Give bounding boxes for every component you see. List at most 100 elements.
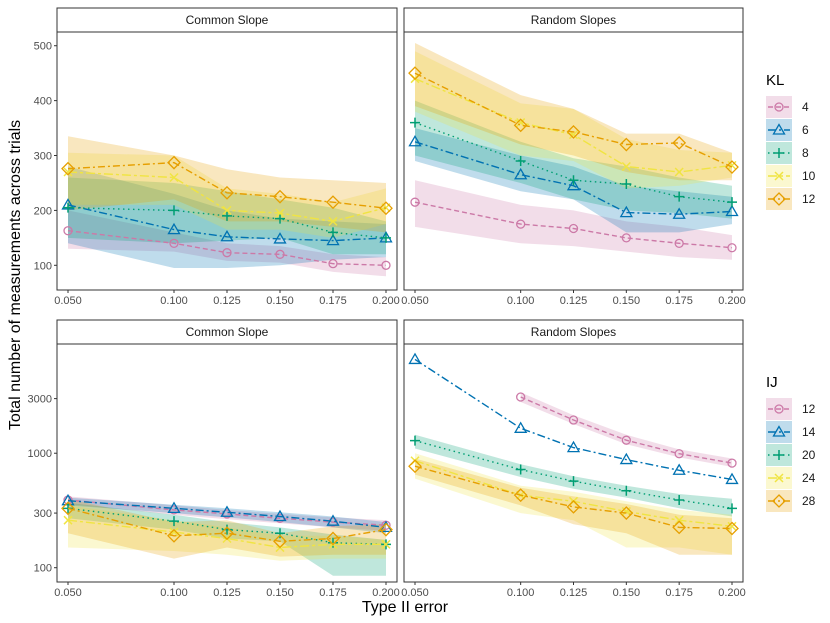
point-4 — [222, 248, 232, 258]
point-28 — [566, 499, 581, 514]
point-6 — [408, 134, 422, 147]
ribbon-10 — [415, 51, 732, 189]
point-4 — [275, 249, 285, 259]
legend-marker — [772, 192, 786, 206]
series-line-10 — [414, 78, 733, 173]
point-6 — [725, 204, 739, 217]
ribbon-12 — [68, 496, 386, 531]
series-line-28 — [414, 465, 733, 530]
x-tick-label: 0.100 — [160, 295, 188, 307]
facet-strip — [403, 7, 744, 33]
point-28 — [672, 520, 687, 535]
point-8 — [674, 191, 685, 202]
y-axis-title: Total number of measurements across tria… — [7, 120, 24, 430]
point-14 — [619, 452, 633, 465]
ribbon-12 — [520, 392, 732, 467]
ribbon-8 — [415, 100, 732, 219]
point-12 — [725, 160, 739, 174]
panel-3: Common Slope 0.050 0.100 0.125 0.150 0.175 0.2… — [28, 319, 400, 599]
point-10 — [63, 167, 73, 177]
point-4 — [568, 223, 579, 234]
x-tick-label: 0.050 — [54, 295, 82, 307]
series-line-4 — [67, 230, 387, 266]
point-8 — [515, 156, 526, 166]
y-tick-label: 1000 — [28, 448, 52, 460]
point-20 — [328, 537, 338, 548]
point-24 — [381, 539, 391, 549]
ribbon-12 — [415, 43, 732, 181]
y-tick-label: 300 — [34, 508, 52, 520]
point-14 — [514, 421, 528, 433]
x-tick-label: 0.150 — [613, 295, 641, 307]
series-line-4 — [414, 201, 733, 249]
plot-area — [408, 352, 739, 555]
legend-key-24: 24 — [766, 467, 816, 489]
x-tick-label: 0.125 — [560, 587, 588, 599]
point-12 — [619, 137, 634, 152]
point-20 — [515, 464, 526, 475]
plot-area — [61, 136, 393, 277]
point-4 — [328, 259, 338, 269]
point-12 — [516, 392, 526, 402]
point-4 — [381, 260, 391, 270]
point-8 — [275, 213, 285, 224]
legend-marker — [772, 425, 786, 437]
x-tick-label: 0.200 — [372, 587, 400, 599]
point-28 — [725, 521, 739, 536]
point-6 — [220, 229, 234, 242]
point-20 — [275, 528, 285, 539]
point-20 — [727, 503, 737, 514]
point-28 — [408, 459, 422, 474]
legend-key-20: 20 — [766, 444, 816, 466]
point-28 — [379, 522, 393, 537]
point-8 — [621, 179, 632, 190]
series-line-8 — [67, 207, 387, 239]
x-tick-label: 0.150 — [266, 587, 294, 599]
legend-key-12: 12 — [766, 188, 816, 210]
series-line-12 — [520, 396, 733, 464]
series-line-6 — [67, 204, 387, 242]
legend-key-8: 8 — [766, 142, 809, 164]
legend-label: 20 — [802, 448, 816, 462]
plot-area — [61, 493, 393, 576]
point-20 — [410, 435, 420, 446]
point-28 — [167, 528, 181, 543]
x-axis-title: Type II error — [362, 599, 449, 616]
point-28 — [326, 531, 340, 546]
series-line-14 — [67, 500, 387, 529]
point-24 — [621, 506, 631, 516]
x-tick-label: 0.125 — [560, 295, 588, 307]
legend-marker — [774, 171, 784, 181]
x-tick-label: 0.125 — [213, 295, 241, 307]
point-8 — [381, 232, 391, 243]
point-10 — [222, 205, 232, 215]
x-tick-label: 0.200 — [372, 295, 400, 307]
legend-key-28: 28 — [766, 490, 816, 512]
point-20 — [568, 476, 579, 487]
legend-title: IJ — [766, 374, 778, 391]
facet-strip — [403, 319, 744, 345]
series-line-28 — [67, 507, 387, 543]
x-tick-label: 0.050 — [54, 587, 82, 599]
point-12 — [568, 415, 579, 425]
point-6 — [672, 207, 686, 219]
series-line-20 — [414, 439, 733, 509]
point-4 — [516, 219, 526, 229]
x-tick-label: 0.175 — [665, 295, 693, 307]
point-4 — [621, 233, 631, 243]
legend-label: 8 — [802, 146, 809, 160]
x-tick-label: 0.175 — [319, 587, 347, 599]
series-line-12 — [414, 72, 733, 168]
ribbon-20 — [415, 434, 732, 517]
point-6 — [619, 205, 633, 218]
legend-label: 14 — [802, 425, 816, 439]
point-24 — [63, 515, 73, 525]
point-8 — [568, 175, 579, 186]
x-tick-label: 0.050 — [401, 295, 429, 307]
point-4 — [63, 226, 73, 236]
point-24 — [674, 515, 684, 525]
point-20 — [621, 485, 632, 496]
legend-marker — [774, 148, 784, 158]
point-20 — [674, 495, 685, 506]
point-14 — [167, 501, 181, 513]
